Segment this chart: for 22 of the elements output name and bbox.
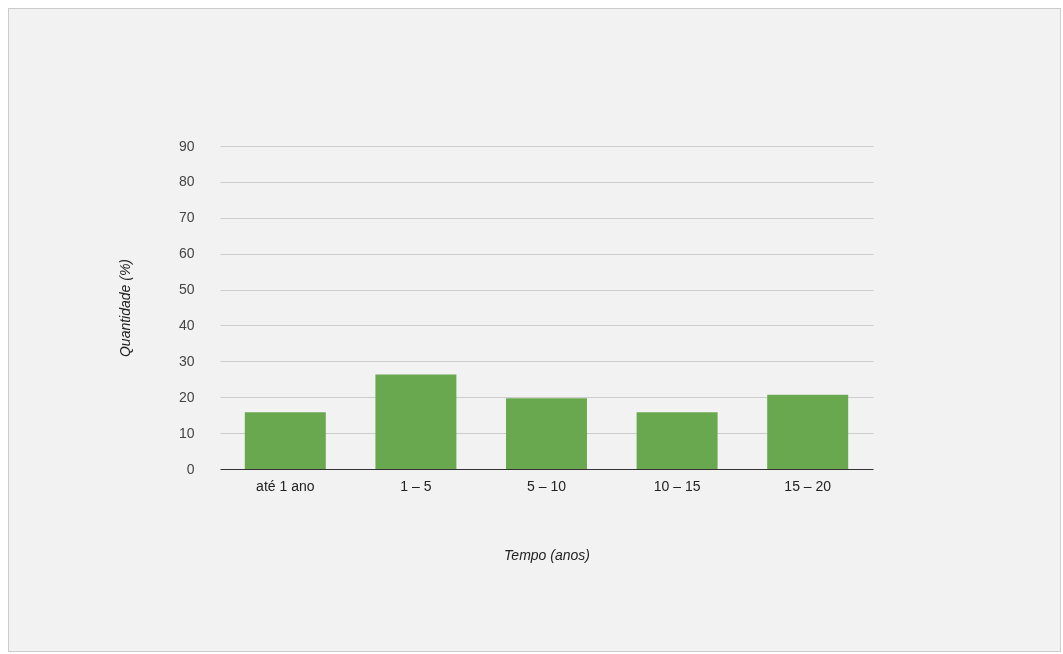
y-axis-title: Quantidade (%) (116, 258, 133, 358)
bar (506, 398, 587, 469)
bar (375, 374, 457, 469)
bar (636, 412, 718, 469)
y-tick-label: 40 (178, 316, 195, 333)
y-tick-label: 60 (178, 245, 195, 262)
y-tick-label: 70 (178, 209, 195, 226)
bar (767, 394, 849, 469)
x-tick-label: 5 – 10 (527, 477, 567, 494)
y-tick-label: 90 (178, 137, 195, 154)
y-tick-label: 0 (186, 460, 195, 477)
y-tick-label: 50 (178, 281, 195, 298)
y-tick-label: 10 (178, 424, 195, 441)
x-tick-label: 15 – 20 (784, 477, 832, 494)
x-axis-title: Tempo (anos) (504, 546, 590, 563)
y-tick-label: 20 (178, 388, 195, 405)
y-tick-label: 30 (178, 352, 195, 369)
x-tick-label: 1 – 5 (400, 477, 432, 494)
y-tick-label: 80 (178, 173, 195, 190)
x-tick-label: até 1 ano (256, 477, 315, 494)
bar (244, 412, 326, 469)
x-tick-label: 10 – 15 (653, 477, 701, 494)
